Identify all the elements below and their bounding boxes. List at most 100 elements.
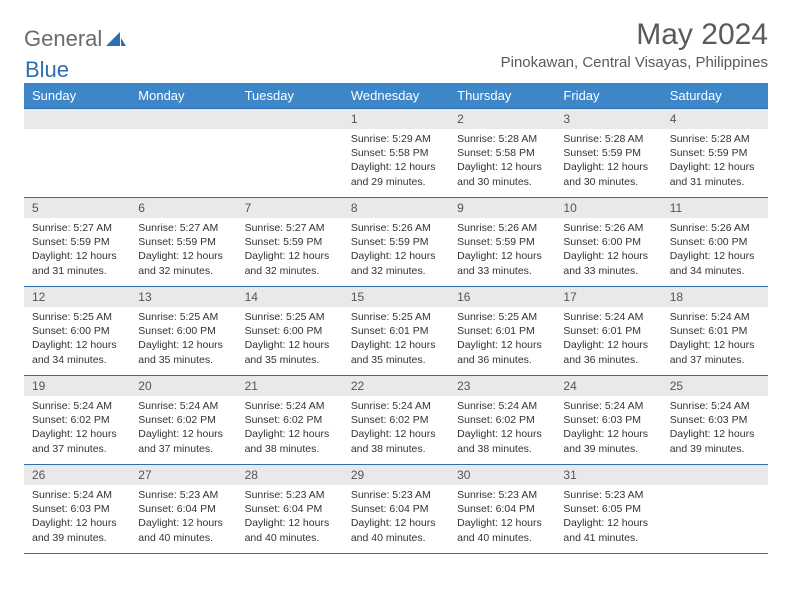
day-number: 27 bbox=[130, 465, 236, 485]
calendar-week-row: 1Sunrise: 5:29 AMSunset: 5:58 PMDaylight… bbox=[24, 109, 768, 198]
day-number-empty bbox=[130, 109, 236, 129]
day-detail: Sunrise: 5:24 AMSunset: 6:03 PMDaylight:… bbox=[662, 396, 768, 462]
calendar-day-cell: 6Sunrise: 5:27 AMSunset: 5:59 PMDaylight… bbox=[130, 198, 236, 287]
calendar-week-row: 26Sunrise: 5:24 AMSunset: 6:03 PMDayligh… bbox=[24, 465, 768, 554]
weekday-header: Friday bbox=[555, 83, 661, 109]
day-number: 6 bbox=[130, 198, 236, 218]
day-number: 5 bbox=[24, 198, 130, 218]
day-number: 3 bbox=[555, 109, 661, 129]
day-detail: Sunrise: 5:23 AMSunset: 6:04 PMDaylight:… bbox=[343, 485, 449, 551]
logo: General bbox=[24, 18, 128, 52]
weekday-header-row: SundayMondayTuesdayWednesdayThursdayFrid… bbox=[24, 83, 768, 109]
day-number: 31 bbox=[555, 465, 661, 485]
day-number: 2 bbox=[449, 109, 555, 129]
day-detail: Sunrise: 5:24 AMSunset: 6:02 PMDaylight:… bbox=[449, 396, 555, 462]
calendar-day-cell: 25Sunrise: 5:24 AMSunset: 6:03 PMDayligh… bbox=[662, 376, 768, 465]
month-title: May 2024 bbox=[501, 18, 768, 52]
day-number: 18 bbox=[662, 287, 768, 307]
day-detail: Sunrise: 5:24 AMSunset: 6:03 PMDaylight:… bbox=[555, 396, 661, 462]
day-number: 29 bbox=[343, 465, 449, 485]
day-detail: Sunrise: 5:26 AMSunset: 6:00 PMDaylight:… bbox=[555, 218, 661, 284]
day-number: 4 bbox=[662, 109, 768, 129]
day-number-empty bbox=[24, 109, 130, 129]
calendar-empty-cell bbox=[24, 109, 130, 198]
day-number: 14 bbox=[237, 287, 343, 307]
day-number: 23 bbox=[449, 376, 555, 396]
calendar-day-cell: 10Sunrise: 5:26 AMSunset: 6:00 PMDayligh… bbox=[555, 198, 661, 287]
calendar-day-cell: 4Sunrise: 5:28 AMSunset: 5:59 PMDaylight… bbox=[662, 109, 768, 198]
day-detail: Sunrise: 5:27 AMSunset: 5:59 PMDaylight:… bbox=[237, 218, 343, 284]
day-number-empty bbox=[237, 109, 343, 129]
calendar-day-cell: 18Sunrise: 5:24 AMSunset: 6:01 PMDayligh… bbox=[662, 287, 768, 376]
day-detail: Sunrise: 5:24 AMSunset: 6:03 PMDaylight:… bbox=[24, 485, 130, 551]
day-detail: Sunrise: 5:27 AMSunset: 5:59 PMDaylight:… bbox=[24, 218, 130, 284]
day-detail: Sunrise: 5:27 AMSunset: 5:59 PMDaylight:… bbox=[130, 218, 236, 284]
calendar-day-cell: 1Sunrise: 5:29 AMSunset: 5:58 PMDaylight… bbox=[343, 109, 449, 198]
day-detail: Sunrise: 5:26 AMSunset: 5:59 PMDaylight:… bbox=[449, 218, 555, 284]
logo-text-blue: Blue bbox=[25, 57, 69, 82]
calendar-day-cell: 16Sunrise: 5:25 AMSunset: 6:01 PMDayligh… bbox=[449, 287, 555, 376]
day-detail: Sunrise: 5:28 AMSunset: 5:59 PMDaylight:… bbox=[555, 129, 661, 195]
day-number: 13 bbox=[130, 287, 236, 307]
calendar-day-cell: 19Sunrise: 5:24 AMSunset: 6:02 PMDayligh… bbox=[24, 376, 130, 465]
day-number: 20 bbox=[130, 376, 236, 396]
day-detail: Sunrise: 5:28 AMSunset: 5:59 PMDaylight:… bbox=[662, 129, 768, 195]
calendar-day-cell: 9Sunrise: 5:26 AMSunset: 5:59 PMDaylight… bbox=[449, 198, 555, 287]
day-detail: Sunrise: 5:25 AMSunset: 6:00 PMDaylight:… bbox=[237, 307, 343, 373]
day-detail: Sunrise: 5:26 AMSunset: 6:00 PMDaylight:… bbox=[662, 218, 768, 284]
calendar-day-cell: 29Sunrise: 5:23 AMSunset: 6:04 PMDayligh… bbox=[343, 465, 449, 554]
day-number: 15 bbox=[343, 287, 449, 307]
calendar-day-cell: 15Sunrise: 5:25 AMSunset: 6:01 PMDayligh… bbox=[343, 287, 449, 376]
day-detail: Sunrise: 5:24 AMSunset: 6:02 PMDaylight:… bbox=[237, 396, 343, 462]
day-number: 8 bbox=[343, 198, 449, 218]
day-detail: Sunrise: 5:23 AMSunset: 6:04 PMDaylight:… bbox=[449, 485, 555, 551]
day-detail: Sunrise: 5:24 AMSunset: 6:01 PMDaylight:… bbox=[662, 307, 768, 373]
day-number: 22 bbox=[343, 376, 449, 396]
day-number: 25 bbox=[662, 376, 768, 396]
calendar-day-cell: 11Sunrise: 5:26 AMSunset: 6:00 PMDayligh… bbox=[662, 198, 768, 287]
calendar-day-cell: 26Sunrise: 5:24 AMSunset: 6:03 PMDayligh… bbox=[24, 465, 130, 554]
weekday-header: Sunday bbox=[24, 83, 130, 109]
day-detail: Sunrise: 5:24 AMSunset: 6:02 PMDaylight:… bbox=[130, 396, 236, 462]
day-detail: Sunrise: 5:25 AMSunset: 6:00 PMDaylight:… bbox=[130, 307, 236, 373]
calendar-day-cell: 17Sunrise: 5:24 AMSunset: 6:01 PMDayligh… bbox=[555, 287, 661, 376]
day-number: 21 bbox=[237, 376, 343, 396]
calendar-week-row: 19Sunrise: 5:24 AMSunset: 6:02 PMDayligh… bbox=[24, 376, 768, 465]
day-number: 26 bbox=[24, 465, 130, 485]
day-number: 1 bbox=[343, 109, 449, 129]
day-number: 9 bbox=[449, 198, 555, 218]
day-number: 19 bbox=[24, 376, 130, 396]
day-detail: Sunrise: 5:24 AMSunset: 6:01 PMDaylight:… bbox=[555, 307, 661, 373]
day-detail: Sunrise: 5:29 AMSunset: 5:58 PMDaylight:… bbox=[343, 129, 449, 195]
calendar-day-cell: 23Sunrise: 5:24 AMSunset: 6:02 PMDayligh… bbox=[449, 376, 555, 465]
day-detail: Sunrise: 5:25 AMSunset: 6:01 PMDaylight:… bbox=[449, 307, 555, 373]
day-detail: Sunrise: 5:28 AMSunset: 5:58 PMDaylight:… bbox=[449, 129, 555, 195]
calendar-day-cell: 27Sunrise: 5:23 AMSunset: 6:04 PMDayligh… bbox=[130, 465, 236, 554]
day-number: 12 bbox=[24, 287, 130, 307]
day-number: 30 bbox=[449, 465, 555, 485]
day-detail: Sunrise: 5:23 AMSunset: 6:05 PMDaylight:… bbox=[555, 485, 661, 551]
day-number: 11 bbox=[662, 198, 768, 218]
weekday-header: Wednesday bbox=[343, 83, 449, 109]
day-detail: Sunrise: 5:26 AMSunset: 5:59 PMDaylight:… bbox=[343, 218, 449, 284]
day-number: 24 bbox=[555, 376, 661, 396]
calendar-week-row: 12Sunrise: 5:25 AMSunset: 6:00 PMDayligh… bbox=[24, 287, 768, 376]
calendar-empty-cell bbox=[130, 109, 236, 198]
calendar-day-cell: 13Sunrise: 5:25 AMSunset: 6:00 PMDayligh… bbox=[130, 287, 236, 376]
weekday-header: Saturday bbox=[662, 83, 768, 109]
calendar-day-cell: 22Sunrise: 5:24 AMSunset: 6:02 PMDayligh… bbox=[343, 376, 449, 465]
logo-sail-icon bbox=[106, 30, 126, 48]
day-number: 17 bbox=[555, 287, 661, 307]
day-number: 10 bbox=[555, 198, 661, 218]
day-detail: Sunrise: 5:24 AMSunset: 6:02 PMDaylight:… bbox=[343, 396, 449, 462]
day-detail: Sunrise: 5:23 AMSunset: 6:04 PMDaylight:… bbox=[237, 485, 343, 551]
calendar-day-cell: 14Sunrise: 5:25 AMSunset: 6:00 PMDayligh… bbox=[237, 287, 343, 376]
day-number: 16 bbox=[449, 287, 555, 307]
calendar-day-cell: 8Sunrise: 5:26 AMSunset: 5:59 PMDaylight… bbox=[343, 198, 449, 287]
day-number: 28 bbox=[237, 465, 343, 485]
location-text: Pinokawan, Central Visayas, Philippines bbox=[501, 54, 768, 71]
calendar-day-cell: 24Sunrise: 5:24 AMSunset: 6:03 PMDayligh… bbox=[555, 376, 661, 465]
calendar-day-cell: 12Sunrise: 5:25 AMSunset: 6:00 PMDayligh… bbox=[24, 287, 130, 376]
day-detail: Sunrise: 5:24 AMSunset: 6:02 PMDaylight:… bbox=[24, 396, 130, 462]
calendar-empty-cell bbox=[662, 465, 768, 554]
